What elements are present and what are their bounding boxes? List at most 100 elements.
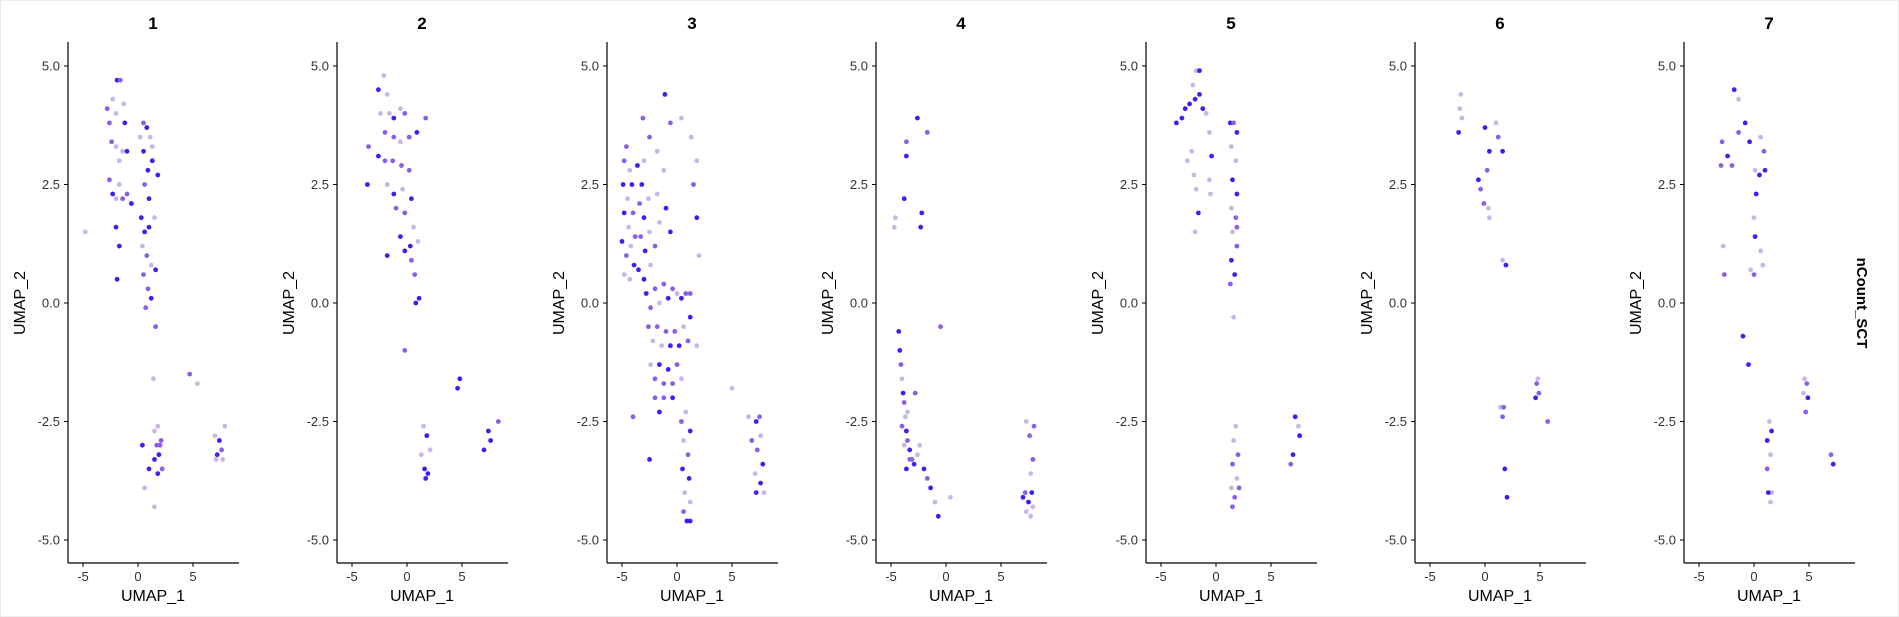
y-tick-label: 0.0 [581, 296, 599, 311]
scatter-point [657, 220, 662, 225]
scatter-point [905, 409, 910, 415]
scatter-point [1768, 452, 1773, 458]
scatter-point [757, 414, 762, 420]
scatter-point [381, 73, 387, 78]
scatter-point [1760, 262, 1766, 268]
scatter-point [915, 452, 920, 458]
scatter-point [148, 295, 154, 301]
scatter-point [904, 139, 909, 145]
scatter-point [421, 423, 426, 429]
scatter-point [674, 291, 680, 296]
scatter-point [1179, 115, 1185, 121]
scatter-point [1227, 281, 1233, 287]
scatter-point [641, 158, 647, 164]
scatter-point [626, 224, 631, 230]
scatter-point [384, 182, 390, 187]
scatter-point [1484, 167, 1490, 173]
scatter-point [647, 457, 652, 462]
scatter-point [141, 120, 146, 126]
scatter-point [120, 196, 125, 202]
scatter-point [1029, 490, 1035, 495]
scatter-point [628, 243, 634, 249]
scatter-point [1729, 163, 1735, 168]
scatter-point [1485, 205, 1491, 211]
scatter-point [694, 343, 700, 349]
scatter-point [155, 172, 161, 178]
y-tick-label: 0.0 [1658, 296, 1676, 311]
scatter-point [921, 466, 927, 472]
scatter-point [1458, 92, 1464, 97]
scatter-point [402, 210, 408, 216]
scatter-point [124, 191, 130, 197]
scatter-point [122, 120, 128, 126]
scatter-point [109, 139, 114, 145]
scatter-point [665, 295, 671, 301]
scatter-point [387, 111, 392, 116]
scatter-point [687, 291, 693, 296]
scatter-point [647, 134, 652, 140]
scatter-point [129, 201, 134, 206]
scatter-point [891, 224, 897, 230]
y-tick-label: 5.0 [581, 59, 599, 74]
scatter-point [753, 419, 759, 424]
scatter-point [144, 253, 150, 258]
scatter-point [637, 201, 642, 206]
scatter-point [1481, 201, 1487, 206]
scatter-point [455, 385, 460, 391]
scatter-point [1545, 419, 1551, 424]
panel-title: 5 [1226, 14, 1235, 33]
x-tick-label: -5 [616, 569, 628, 584]
scatter-point [668, 120, 673, 126]
scatter-point [153, 324, 159, 330]
scatter-point [138, 215, 144, 221]
scatter-point [1830, 461, 1836, 467]
x-tick-label: 5 [1536, 569, 1543, 584]
scatter-point [1296, 423, 1301, 429]
scatter-point [898, 362, 904, 367]
y-tick-label: -2.5 [577, 414, 599, 429]
scatter-point [749, 438, 755, 443]
scatter-point [1731, 87, 1737, 93]
scatter-point [1764, 466, 1770, 472]
scatter-point [488, 438, 493, 443]
scatter-point [904, 428, 909, 434]
x-tick-label: 0 [942, 569, 949, 584]
y-tick-label: -5.0 [38, 533, 60, 548]
scatter-point [1501, 404, 1507, 410]
scatter-point [423, 115, 429, 121]
scatter-point [901, 196, 907, 202]
scatter-point [212, 433, 218, 439]
scatter-point [1193, 68, 1199, 74]
scatter-point [1746, 362, 1751, 367]
scatter-point [1028, 471, 1034, 476]
scatter-point [683, 291, 689, 296]
scatter-point [187, 371, 193, 377]
x-axis-title: UMAP_1 [660, 588, 724, 605]
y-tick-label: -5.0 [846, 533, 868, 548]
scatter-point [935, 513, 941, 519]
scatter-point [1765, 490, 1771, 495]
scatter-point [650, 338, 656, 344]
scatter-point [758, 480, 763, 486]
scatter-point [120, 148, 125, 154]
y-tick-label: 2.5 [581, 177, 599, 192]
y-axis-title: UMAP_2 [820, 271, 837, 335]
scatter-point [1229, 205, 1234, 211]
scatter-point [896, 329, 902, 334]
scatter-point [679, 115, 684, 121]
scatter-point [142, 182, 148, 187]
y-tick-label: -2.5 [846, 414, 868, 429]
scatter-point [141, 148, 146, 154]
scatter-point [1478, 186, 1483, 192]
scatter-point [1230, 504, 1235, 510]
scatter-point [681, 324, 686, 330]
scatter-point [1028, 513, 1034, 519]
y-tick-label: 0.0 [1120, 296, 1138, 311]
x-tick-label: 0 [134, 569, 141, 584]
scatter-point [904, 466, 909, 472]
y-tick-label: 2.5 [42, 177, 60, 192]
scatter-point [1498, 404, 1503, 410]
scatter-point [213, 457, 219, 462]
scatter-point [1736, 96, 1741, 102]
scatter-point [687, 499, 693, 505]
